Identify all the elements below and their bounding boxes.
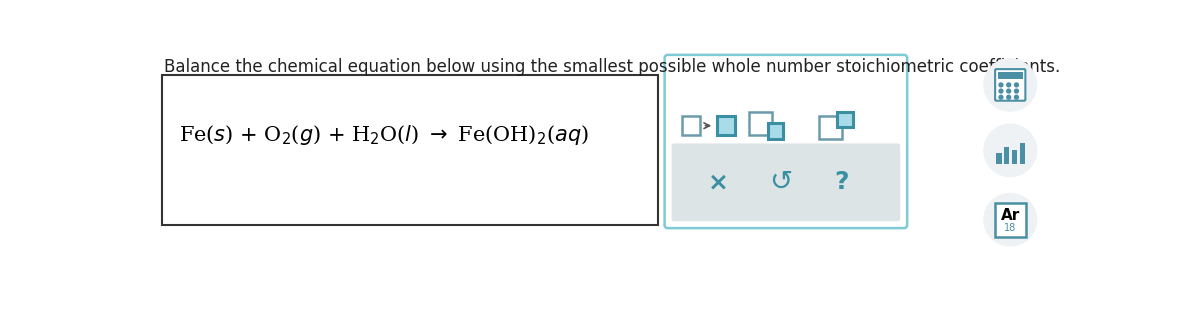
Circle shape (1007, 89, 1010, 93)
Circle shape (1000, 83, 1003, 87)
Bar (682, 116, 701, 135)
Bar (1012, 150, 1018, 164)
Circle shape (1007, 83, 1010, 87)
Circle shape (984, 193, 1037, 246)
Circle shape (1014, 95, 1019, 99)
Text: ↺: ↺ (769, 168, 792, 196)
Bar (1020, 143, 1025, 164)
Bar (768, 123, 784, 139)
Circle shape (1007, 95, 1010, 99)
Circle shape (1000, 95, 1003, 99)
Text: ?: ? (835, 170, 850, 194)
FancyBboxPatch shape (995, 69, 1025, 101)
Bar (838, 112, 853, 127)
Bar (996, 153, 1002, 164)
Bar (749, 112, 773, 135)
Circle shape (1014, 89, 1019, 93)
Text: 18: 18 (1004, 223, 1016, 233)
FancyBboxPatch shape (672, 143, 900, 221)
Circle shape (1000, 89, 1003, 93)
Text: ×: × (708, 170, 730, 194)
Circle shape (984, 124, 1037, 177)
Bar (162, 75, 658, 225)
Bar (716, 116, 736, 135)
Bar (998, 72, 1022, 79)
Bar (1004, 147, 1009, 164)
FancyBboxPatch shape (665, 55, 907, 228)
Bar (818, 116, 842, 139)
Text: Ar: Ar (1001, 208, 1020, 223)
Circle shape (984, 59, 1037, 111)
Text: Balance the chemical equation below using the smallest possible whole number sto: Balance the chemical equation below usin… (164, 58, 1061, 76)
Text: Fe($\mathit{s}$) + O$_2$($\mathit{g}$) + H$_2$O($\mathit{l}$) $\rightarrow$ Fe(O: Fe($\mathit{s}$) + O$_2$($\mathit{g}$) +… (179, 123, 589, 147)
FancyBboxPatch shape (995, 203, 1026, 237)
Circle shape (1014, 83, 1019, 87)
